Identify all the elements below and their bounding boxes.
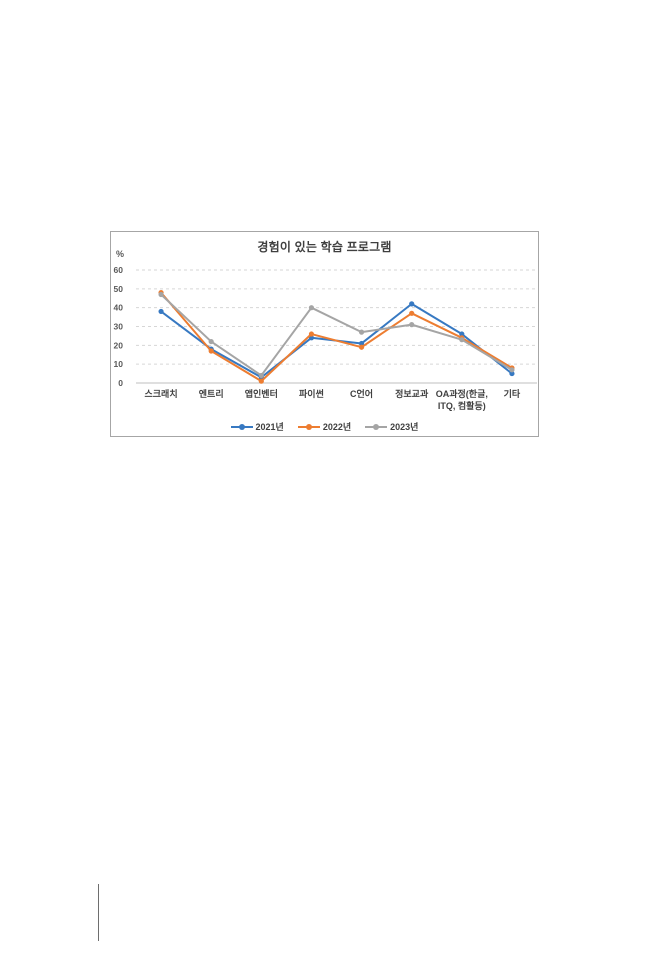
x-axis-label: 기타	[503, 389, 521, 399]
x-axis-label: C언어	[350, 389, 374, 399]
y-tick-label: 60	[114, 265, 124, 275]
chart-legend: 2021년 2022년 2023년	[111, 420, 538, 433]
y-tick-label: 40	[114, 303, 124, 313]
x-axis-label: OA과정(한글, ITQ, 컴활등)	[435, 389, 488, 411]
data-point	[258, 372, 264, 379]
y-tick-label: 30	[114, 322, 124, 332]
data-point	[459, 331, 465, 337]
legend-item-2022년: 2022년	[297, 420, 352, 433]
series-line-2023년	[160, 293, 513, 377]
y-axis-unit-label: %	[116, 249, 125, 259]
data-point	[358, 329, 365, 335]
data-point	[358, 344, 365, 350]
legend-label: 2021년	[255, 422, 284, 432]
experience-programs-chart[interactable]: 경험이 있는 학습 프로그램 % 0 10 20 30 40 50 60 스크래치 엔트리 앱인…	[110, 231, 539, 437]
y-tick-label: 0	[118, 378, 123, 388]
series-line-2022년	[160, 291, 513, 383]
data-point	[409, 322, 415, 328]
legend-marker-icon	[365, 423, 388, 430]
legend-label: 2023년	[390, 422, 419, 432]
data-point	[208, 348, 214, 354]
data-point	[158, 291, 164, 298]
legend-item-2021년: 2021년	[230, 420, 284, 433]
data-point	[158, 308, 164, 315]
legend-label: 2022년	[322, 422, 352, 432]
x-axis-label: 앱인벤터	[244, 389, 278, 399]
x-axis-label: 스크래치	[144, 389, 178, 399]
data-point	[308, 331, 315, 337]
chart-title: 경험이 있는 학습 프로그램	[257, 240, 392, 254]
data-point	[358, 340, 365, 347]
x-axis-label: 엔트리	[198, 389, 224, 399]
y-tick-label: 50	[114, 284, 124, 294]
data-point	[409, 301, 415, 307]
data-point	[409, 310, 415, 316]
data-point	[509, 370, 515, 377]
y-tick-label: 10	[114, 359, 124, 369]
data-point	[308, 305, 315, 311]
data-point	[208, 338, 214, 345]
legend-marker-icon	[297, 423, 320, 430]
data-point	[258, 378, 264, 384]
data-point	[459, 337, 465, 343]
legend-item-2023년: 2023년	[365, 420, 418, 433]
plot-area: 0 10 20 30 40 50 60	[114, 265, 537, 388]
x-axis-label: 파이썬	[299, 389, 324, 399]
x-axis-label: 정보교과	[395, 389, 429, 399]
y-tick-label: 20	[114, 340, 124, 350]
data-point	[509, 367, 515, 373]
legend-marker-icon	[230, 423, 253, 430]
text-cursor	[98, 884, 99, 941]
